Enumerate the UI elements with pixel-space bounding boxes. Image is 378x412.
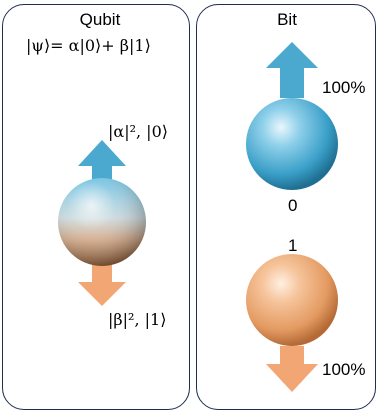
bit-top-percent: 100% — [322, 78, 366, 97]
bit-one-sphere — [246, 254, 338, 346]
qubit-down-probability-label: |β|², |1⟩ — [108, 310, 167, 329]
bit-bottom-percent: 100% — [322, 360, 366, 379]
qubit-down-arrow — [78, 260, 126, 306]
bit-zero-sphere — [246, 98, 338, 190]
qubit-sphere — [58, 178, 146, 266]
qubit-panel — [2, 4, 190, 410]
qubit-up-arrow — [78, 140, 126, 182]
bit-down-arrow — [266, 346, 318, 392]
bit-panel — [196, 4, 376, 410]
bit-zero-label: 0 — [288, 196, 298, 215]
bit-title: Bit — [277, 10, 297, 29]
qubit-title: Qubit — [79, 10, 121, 29]
bit-one-label: 1 — [288, 236, 298, 255]
bit-up-arrow — [266, 42, 318, 98]
qubit-up-probability-label: |α|², |0⟩ — [108, 122, 168, 141]
qubit-state-equation: |ψ⟩= α|0⟩+ β|1⟩ — [26, 36, 151, 55]
